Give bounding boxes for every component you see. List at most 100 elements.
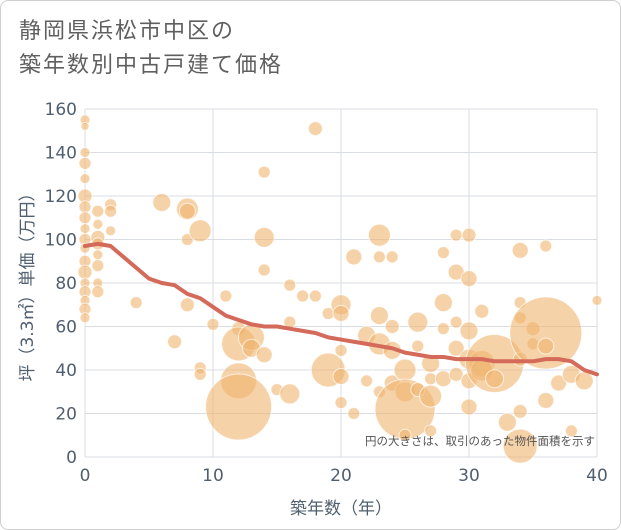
data-point <box>219 289 233 303</box>
data-point <box>92 218 104 230</box>
data-point <box>80 121 90 131</box>
data-point <box>77 264 93 280</box>
data-point <box>574 371 594 391</box>
data-point <box>178 202 196 220</box>
data-point <box>345 248 363 266</box>
data-point <box>449 315 463 329</box>
data-point <box>502 428 538 464</box>
data-point <box>436 246 450 260</box>
y-tick-label: 140 <box>45 144 77 164</box>
y-tick-label: 160 <box>45 100 77 120</box>
data-point <box>152 193 172 213</box>
data-point <box>253 226 275 248</box>
data-point <box>257 263 271 277</box>
chart-title-line2: 築年数別中古戸建て価格 <box>19 53 284 78</box>
data-point <box>206 317 220 331</box>
data-point <box>369 306 389 326</box>
data-point <box>78 156 92 170</box>
data-point <box>347 407 361 420</box>
data-point <box>424 424 438 438</box>
data-point <box>92 249 104 261</box>
data-point <box>448 366 464 382</box>
data-point <box>407 311 429 333</box>
chart-title-line1: 静岡県浜松市中区の <box>19 19 236 44</box>
y-tick-label: 60 <box>55 318 77 338</box>
x-tick-label: 10 <box>202 466 224 486</box>
data-point <box>332 304 350 322</box>
data-point <box>385 250 399 264</box>
data-point <box>384 319 400 334</box>
data-point <box>433 293 453 313</box>
y-tick-label: 0 <box>66 448 77 468</box>
y-tick-label: 40 <box>55 361 77 381</box>
data-point <box>398 428 412 442</box>
data-point <box>485 369 505 389</box>
y-tick-label: 20 <box>55 405 77 425</box>
data-point <box>179 297 195 313</box>
data-point <box>78 211 92 225</box>
data-point <box>104 204 118 218</box>
data-point <box>78 200 92 214</box>
data-point <box>372 250 386 264</box>
y-tick-label: 100 <box>45 231 77 251</box>
data-point <box>332 368 350 386</box>
data-point <box>79 223 91 235</box>
data-point <box>283 278 297 292</box>
data-point <box>79 173 91 185</box>
data-point <box>205 373 273 441</box>
data-point <box>91 204 105 218</box>
data-point <box>511 241 529 259</box>
data-point <box>436 322 450 336</box>
data-point <box>360 374 374 388</box>
data-point <box>537 337 555 355</box>
data-point <box>449 228 463 242</box>
data-point <box>167 334 183 350</box>
x-axis-label: 築年数（年） <box>290 499 392 519</box>
data-point <box>550 374 568 392</box>
data-point <box>461 227 477 243</box>
data-point <box>460 398 478 416</box>
data-point <box>411 339 425 353</box>
data-point <box>79 312 91 324</box>
data-point <box>537 391 555 409</box>
data-point <box>255 346 273 364</box>
y-tick-label: 120 <box>45 187 77 207</box>
y-tick-label: 80 <box>55 274 77 294</box>
data-point <box>591 294 603 306</box>
trend-line <box>83 241 599 377</box>
data-point <box>307 121 323 137</box>
data-point <box>105 225 117 237</box>
data-point <box>460 270 478 288</box>
data-point <box>91 285 105 299</box>
data-point <box>79 147 91 158</box>
data-point <box>539 239 553 253</box>
data-point <box>188 219 212 243</box>
y-axis-label: 坪（3.3㎡）単価（万円） <box>18 184 38 381</box>
data-point <box>459 321 479 341</box>
data-point <box>474 303 490 319</box>
data-point <box>296 289 310 303</box>
data-point <box>497 412 517 432</box>
data-point <box>308 289 322 303</box>
data-point <box>367 223 391 247</box>
data-point <box>257 165 271 179</box>
x-tick-label: 0 <box>80 466 91 486</box>
data-point <box>424 372 438 386</box>
data-point <box>279 383 301 405</box>
data-point <box>393 358 417 382</box>
x-tick-label: 20 <box>330 466 352 486</box>
data-point <box>419 384 443 408</box>
data-point <box>129 296 143 310</box>
data-point <box>564 424 578 438</box>
data-point <box>334 343 348 357</box>
x-tick-label: 30 <box>458 466 480 486</box>
data-point <box>91 259 105 273</box>
data-point <box>334 396 348 410</box>
chart-title: 静岡県浜松市中区の 築年数別中古戸建て価格 <box>19 15 283 83</box>
data-point <box>193 367 207 381</box>
bubble-size-note: 円の大きさは、取引のあった物件面積を示す <box>365 434 595 448</box>
data-point <box>447 339 465 357</box>
data-point <box>512 403 528 419</box>
